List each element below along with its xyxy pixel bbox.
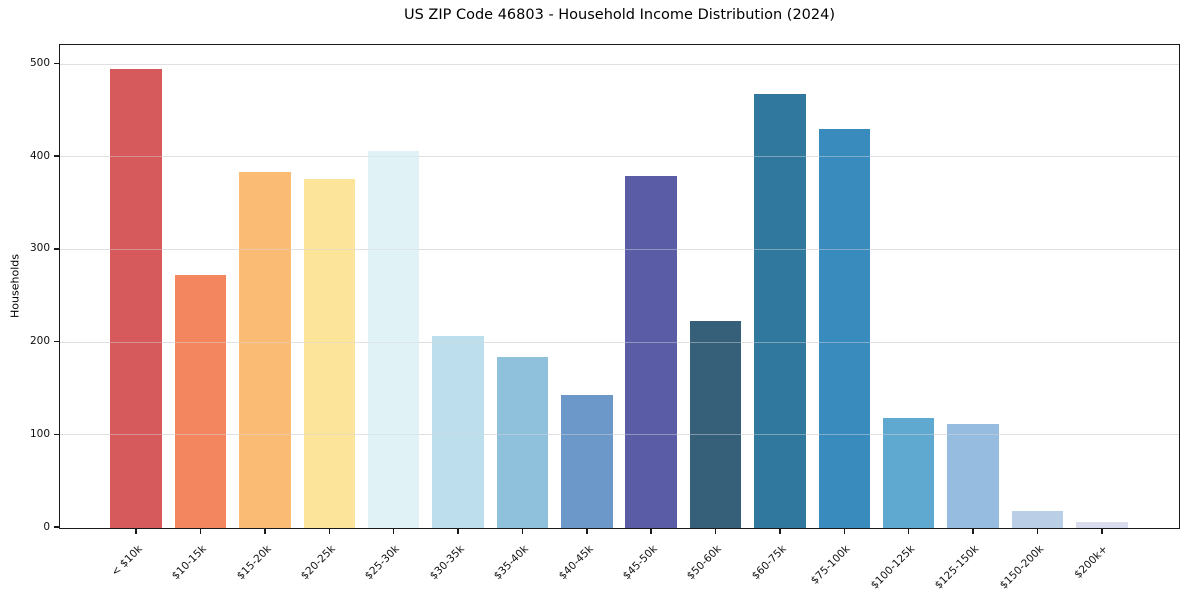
- x-tick-mark: [328, 529, 331, 534]
- y-gridline: [60, 341, 1179, 343]
- x-tick-mark: [457, 529, 459, 534]
- x-tick-mark: [1101, 529, 1103, 534]
- bar-35-40k: [496, 357, 549, 528]
- y-tick-label: 100: [29, 427, 50, 440]
- x-tick-mark: [779, 529, 781, 534]
- bar-50-60k: [689, 321, 742, 528]
- y-gridline-overlay: [60, 248, 1179, 250]
- x-tick-mark: [199, 529, 202, 534]
- bar-25-30k: [367, 150, 420, 528]
- y-gridline: [60, 434, 1179, 436]
- y-tick-mark: [54, 433, 59, 436]
- x-tick-mark: [264, 529, 266, 534]
- y-tick-label: 500: [29, 57, 50, 70]
- y-gridline: [60, 63, 1179, 65]
- plot-area: [59, 44, 1180, 529]
- x-tick-label-text: $200k+: [1072, 543, 1111, 581]
- x-tick-mark: [650, 529, 652, 534]
- y-gridline: [60, 156, 1179, 158]
- x-tick-mark: [714, 529, 717, 534]
- bar-10-15k: [174, 274, 227, 528]
- bar-100-125k: [882, 417, 935, 528]
- x-tick-label: $200k+: [952, 537, 1110, 581]
- y-tick-label: 200: [29, 335, 50, 348]
- bar-150-200k: [1011, 511, 1064, 528]
- bar-60-75k: [754, 94, 806, 528]
- x-tick-mark: [586, 529, 588, 534]
- bar-125-150k: [947, 424, 999, 528]
- y-gridline-overlay: [60, 341, 1179, 343]
- y-gridline-overlay: [60, 434, 1179, 436]
- x-tick-mark: [907, 529, 910, 534]
- bar-30-35k: [432, 336, 484, 528]
- x-tick-mark: [135, 529, 137, 534]
- y-tick-label: 300: [29, 242, 50, 255]
- bar-200k: [1076, 522, 1128, 528]
- bar-75-100k: [818, 128, 871, 528]
- x-tick-mark: [1036, 529, 1039, 534]
- y-axis-label: Households: [8, 254, 22, 318]
- x-tick-mark: [972, 529, 974, 534]
- y-tick-mark: [54, 155, 59, 158]
- y-gridline-overlay: [60, 63, 1179, 65]
- y-tick-mark: [54, 62, 59, 65]
- y-tick-mark: [54, 526, 59, 528]
- x-tick-mark: [843, 529, 846, 534]
- bar-45-50k: [625, 175, 677, 528]
- y-tick-mark: [54, 340, 59, 343]
- chart-title: US ZIP Code 46803 - Household Income Dis…: [403, 7, 836, 23]
- bar-10k: [110, 69, 162, 528]
- y-tick-label: 400: [29, 149, 50, 162]
- x-tick-mark: [521, 529, 524, 534]
- bar-15-20k: [239, 172, 291, 528]
- bar-20-25k: [303, 178, 356, 528]
- y-tick-label: 0: [43, 520, 50, 533]
- bar-40-45k: [561, 395, 613, 528]
- x-tick-mark: [392, 529, 395, 534]
- y-tick-mark: [54, 248, 59, 250]
- y-gridline: [60, 248, 1179, 250]
- y-gridline-overlay: [60, 156, 1179, 158]
